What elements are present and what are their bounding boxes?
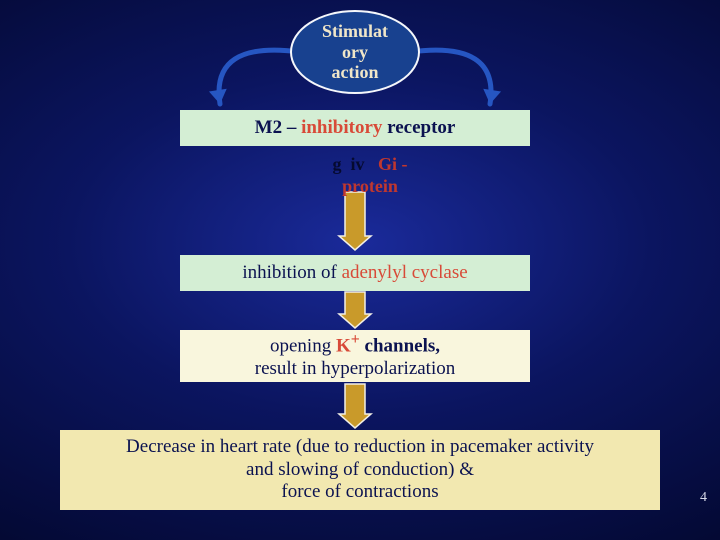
m2-red: inhibitory bbox=[301, 117, 382, 138]
page-number-text: 4 bbox=[700, 490, 707, 505]
gi-red: Gi - bbox=[378, 154, 408, 174]
res-l3: force of contractions bbox=[281, 481, 438, 502]
k-l1-sup: + bbox=[351, 331, 360, 348]
k-l1-post: channels, bbox=[360, 335, 440, 356]
gi-protein-text: g iv Gi - protein bbox=[240, 156, 500, 196]
gi-protein: protein bbox=[342, 176, 398, 196]
adenylyl-cyclase-box: inhibition of adenylyl cyclase bbox=[180, 255, 530, 291]
m2-receptor-box: M2 – inhibitory receptor bbox=[180, 110, 530, 146]
ac-red: adenylyl cyclase bbox=[342, 262, 468, 283]
m2-pre: M2 – bbox=[255, 117, 301, 138]
page-number: 4 bbox=[700, 490, 707, 506]
oval-line3: action bbox=[331, 62, 378, 82]
k-channels-box: opening K+ channels, result in hyperpola… bbox=[180, 330, 530, 382]
k-l2: result in hyperpolarization bbox=[255, 358, 456, 379]
gi-mid: iv bbox=[341, 154, 378, 174]
res-l2: and slowing of conduction) & bbox=[246, 459, 474, 480]
k-l1-pre: opening bbox=[270, 335, 336, 356]
res-l1: Decrease in heart rate (due to reduction… bbox=[126, 436, 594, 457]
result-box: Decrease in heart rate (due to reduction… bbox=[60, 430, 660, 510]
oval-line2: ory bbox=[342, 42, 368, 62]
diagram-stage: Stimulat ory action M2 – inhibitory rece… bbox=[0, 0, 720, 540]
ac-pre: inhibition of bbox=[242, 262, 341, 283]
k-l1-red: K bbox=[336, 335, 351, 356]
stimulatory-action-oval: Stimulat ory action bbox=[290, 10, 420, 94]
m2-post: receptor bbox=[382, 117, 455, 138]
oval-line1: Stimulat bbox=[322, 21, 388, 41]
